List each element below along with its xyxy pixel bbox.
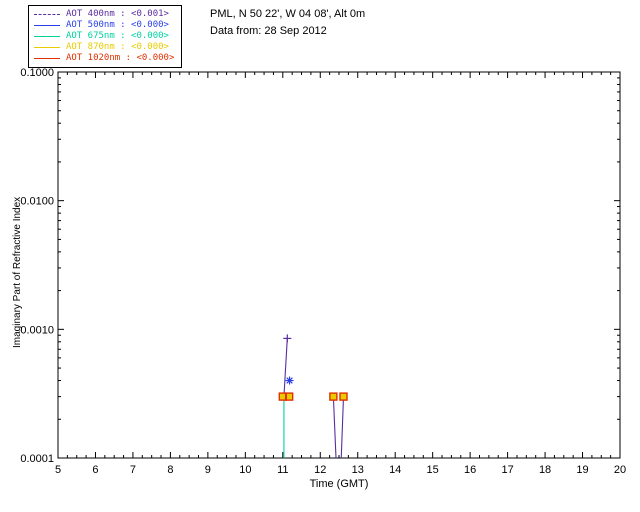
y-tick-label: 0.0010	[20, 324, 54, 336]
legend-item: AOT 1020nm : <0.000>	[34, 53, 174, 64]
marker-square-open	[284, 392, 294, 401]
y-axis-label: Imaginary Part of Refractive Index	[12, 196, 23, 348]
x-tick-label: 10	[239, 464, 251, 476]
x-tick-label: 19	[576, 464, 588, 476]
y-tick-label: 0.0001	[20, 453, 54, 465]
legend-item: AOT 870nm : <0.000>	[34, 42, 174, 53]
x-tick-label: 20	[614, 464, 626, 476]
legend-label: AOT 675nm : <0.000>	[66, 31, 169, 41]
legend-label: AOT 400nm : <0.001>	[66, 9, 169, 19]
x-tick-label: 15	[427, 464, 439, 476]
marker-square-filled	[279, 393, 287, 401]
x-tick-label: 13	[352, 464, 364, 476]
x-tick-label: 16	[464, 464, 476, 476]
series-line	[340, 396, 345, 459]
x-tick-label: 5	[55, 464, 61, 476]
data-date: Data from: 28 Sep 2012	[210, 25, 327, 37]
x-tick-label: 7	[130, 464, 136, 476]
station-location: PML, N 50 22', W 04 08', Alt 0m	[210, 8, 366, 20]
legend-item: AOT 675nm : <0.000>	[34, 31, 174, 42]
x-tick-label: 17	[501, 464, 513, 476]
marker-square-open	[329, 392, 338, 401]
marker-square-open	[339, 392, 348, 401]
x-tick-label: 18	[539, 464, 551, 476]
legend: AOT 400nm : <0.001> AOT 500nm : <0.000> AO…	[28, 5, 183, 68]
marker-square-filled	[285, 393, 293, 401]
legend-item: AOT 400nm : <0.001>	[34, 9, 174, 20]
x-tick-label: 9	[205, 464, 211, 476]
x-axis-label: Time (GMT)	[309, 478, 369, 490]
legend-item: AOT 500nm : <0.000>	[34, 20, 174, 31]
marker-asterisk	[286, 377, 293, 384]
x-tick-label: 14	[389, 464, 401, 476]
station-info: PML, N 50 22', W 04 08', Alt 0m Data fro…	[210, 6, 365, 40]
legend-line-sample	[34, 58, 60, 59]
series-line	[283, 338, 288, 397]
legend-label: AOT 500nm : <0.000>	[66, 20, 169, 30]
x-tick-label: 8	[167, 464, 173, 476]
y-tick-label: 0.1000	[20, 67, 54, 79]
x-tick-label: 12	[314, 464, 326, 476]
legend-line-sample	[34, 47, 60, 48]
x-tick-label: 11	[277, 464, 288, 476]
legend-label: AOT 1020nm : <0.000>	[66, 53, 175, 63]
legend-line-sample	[34, 36, 60, 37]
x-tick-label: 6	[92, 464, 98, 476]
y-tick-label: 0.0100	[20, 196, 54, 208]
legend-line-sample	[34, 14, 60, 15]
legend-line-sample	[34, 25, 60, 26]
series-line	[332, 396, 337, 459]
marker-square-filled	[329, 393, 337, 401]
marker-square-filled	[339, 393, 347, 401]
plot-frame	[57, 71, 621, 459]
legend-label: AOT 870nm : <0.000>	[66, 42, 169, 52]
